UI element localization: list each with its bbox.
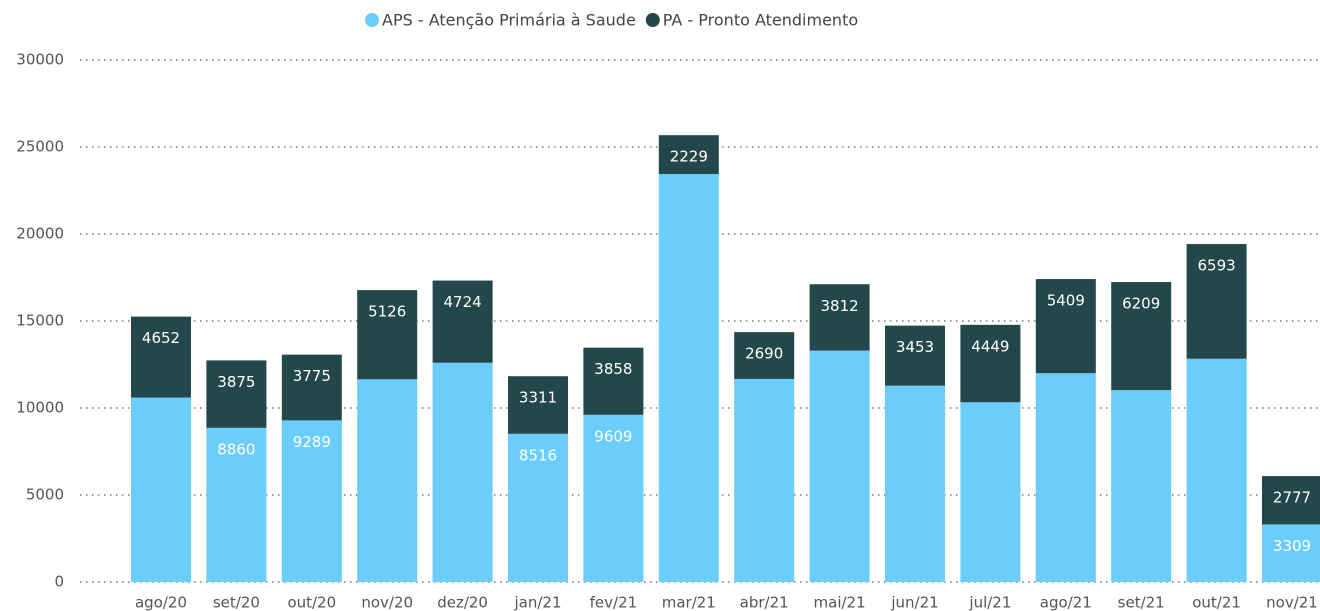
bar-segment [508, 433, 568, 582]
x-tick-label: ago/21 [1040, 594, 1092, 611]
bar-segment [206, 427, 267, 582]
x-tick-label: jan/21 [513, 594, 561, 611]
bar-segment [658, 135, 719, 174]
y-tick-label: 10000 [16, 399, 64, 417]
data-label: 5126 [368, 303, 406, 321]
bar-segment [432, 280, 493, 363]
bar-segment [809, 350, 870, 582]
x-tick-label: jun/21 [890, 594, 938, 611]
bar-segment [281, 420, 342, 582]
data-label: 4449 [971, 337, 1009, 355]
bar-segment [508, 376, 568, 434]
bar-segment [281, 354, 342, 421]
bar-segment [206, 360, 267, 428]
bar-segment [432, 362, 493, 582]
bar-segment [960, 402, 1021, 582]
data-label: 6209 [1122, 295, 1160, 313]
data-label: 4724 [444, 293, 482, 311]
y-tick-label: 15000 [16, 312, 64, 330]
legend-label: APS - Atenção Primária à Saude [382, 11, 636, 30]
x-tick-label: nov/21 [1266, 594, 1318, 611]
bar-segment [583, 347, 644, 415]
bar-segment [1035, 279, 1096, 374]
data-label: 9609 [594, 427, 632, 445]
data-label: 8516 [519, 446, 557, 464]
legend-label: PA - Pronto Atendimento [663, 11, 858, 30]
y-tick-label: 25000 [16, 138, 64, 156]
data-label: 3858 [594, 360, 632, 378]
x-tick-label: set/21 [1118, 594, 1165, 611]
data-label: 3775 [293, 367, 331, 385]
x-tick-label: jul/21 [968, 594, 1011, 611]
bar-segment [1111, 282, 1172, 391]
bar-segment [1035, 373, 1096, 582]
data-label: 3812 [821, 297, 859, 315]
data-label: 2690 [745, 345, 783, 363]
x-tick-label: mar/21 [662, 594, 716, 611]
x-tick-label: nov/20 [361, 594, 413, 611]
y-tick-label: 30000 [16, 51, 64, 69]
data-label: 9289 [293, 433, 331, 451]
y-tick-label: 20000 [16, 225, 64, 243]
bar-segment [1262, 476, 1320, 525]
data-label: 5409 [1047, 292, 1085, 310]
x-tick-label: out/20 [287, 594, 336, 611]
legend-marker [645, 13, 660, 27]
bar-segment [1262, 524, 1320, 582]
bar-segment [357, 379, 418, 582]
bar-segment [131, 316, 191, 398]
bar-segment [809, 284, 870, 351]
bar-segment [734, 332, 795, 379]
y-tick-label: 5000 [26, 486, 64, 504]
x-tick-label: set/20 [213, 594, 260, 611]
data-label: 8860 [217, 440, 255, 458]
x-tick-label: fev/21 [590, 594, 638, 611]
data-label: 2229 [670, 148, 708, 166]
x-tick-label: out/21 [1192, 594, 1241, 611]
bar-segment [885, 385, 945, 582]
data-label: 3875 [217, 373, 255, 391]
x-tick-label: dez/20 [437, 594, 488, 611]
bar-segment [960, 324, 1021, 403]
legend-marker [365, 13, 379, 27]
data-label: 4652 [142, 329, 180, 347]
bar-segment [583, 414, 644, 582]
bar-segment [1111, 390, 1172, 582]
y-tick-label: 0 [54, 573, 64, 591]
bar-segment [885, 325, 945, 386]
data-label: 2777 [1273, 489, 1311, 507]
data-label: 3311 [519, 389, 557, 407]
bar-segment [658, 173, 719, 582]
x-tick-label: mai/21 [814, 594, 866, 611]
x-tick-label: ago/20 [135, 594, 187, 611]
bar-segment [1186, 358, 1247, 582]
bar-segment [131, 397, 191, 582]
x-tick-label: abr/21 [740, 594, 789, 611]
data-label: 3453 [896, 338, 934, 356]
bar-segment [357, 290, 418, 380]
bar-segment [1186, 244, 1247, 359]
bar-segment [734, 378, 795, 582]
data-label: 6593 [1198, 257, 1236, 275]
data-label: 3309 [1273, 537, 1311, 555]
